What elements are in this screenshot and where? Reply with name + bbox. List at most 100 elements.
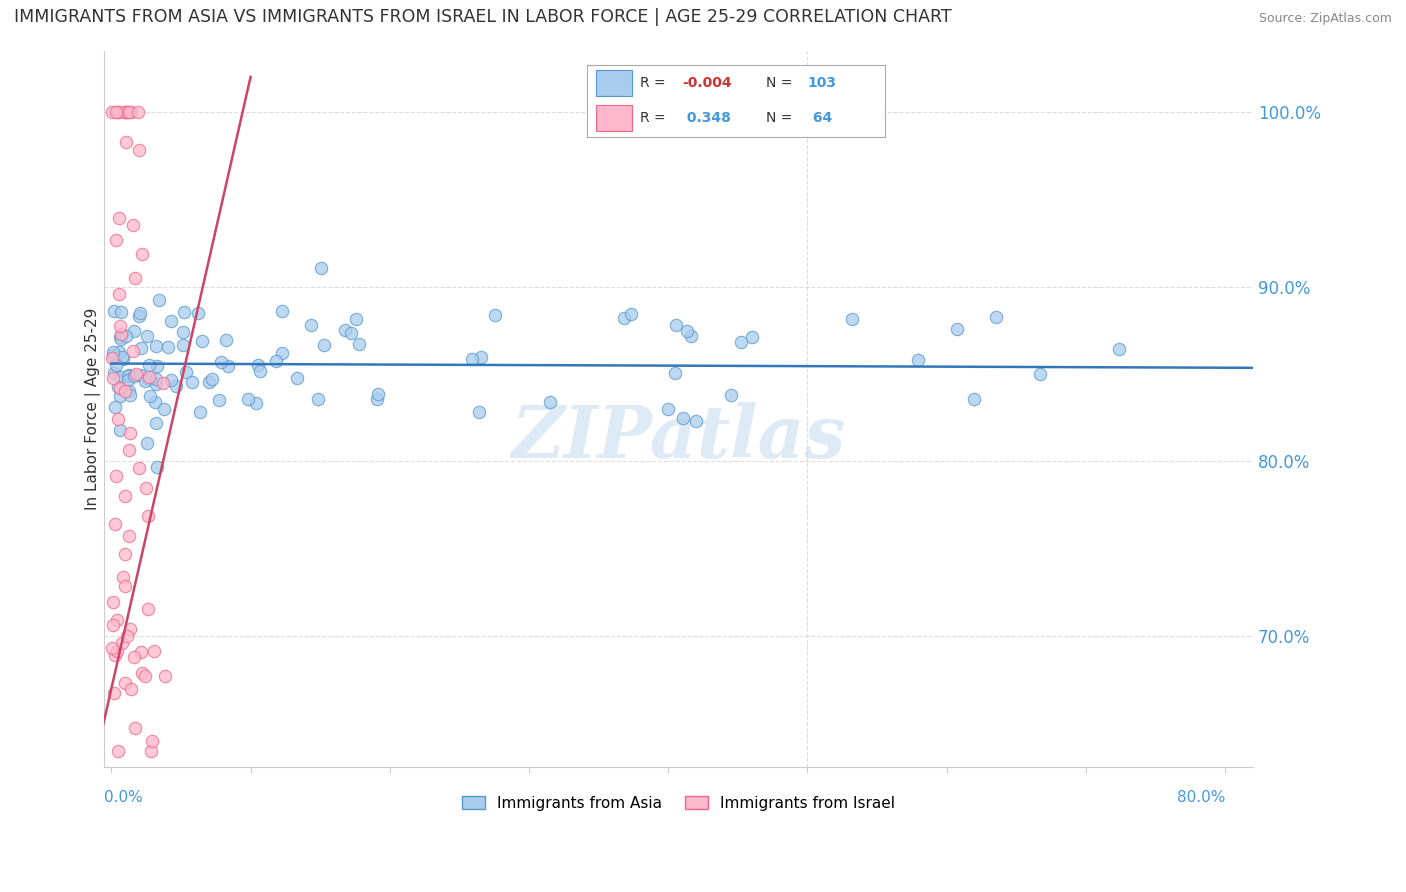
Point xyxy=(111,351,134,366)
Point xyxy=(121,104,143,119)
Point xyxy=(124,270,146,285)
Point xyxy=(299,318,322,333)
Point xyxy=(128,310,150,324)
Point xyxy=(145,416,167,430)
Point xyxy=(108,104,131,119)
Point xyxy=(103,686,125,700)
Text: 80.0%: 80.0% xyxy=(1177,790,1225,805)
Point xyxy=(136,328,159,343)
Text: ZIPatlas: ZIPatlas xyxy=(512,402,845,473)
Point xyxy=(160,314,183,328)
Point xyxy=(285,370,308,384)
Point xyxy=(264,354,287,368)
Point xyxy=(217,359,239,373)
Point xyxy=(105,104,128,119)
Point xyxy=(470,350,492,364)
Point xyxy=(108,318,131,333)
Point xyxy=(136,372,159,386)
Point xyxy=(249,364,271,378)
Point xyxy=(135,481,157,495)
Point xyxy=(105,233,128,247)
Point xyxy=(129,306,152,320)
Text: Source: ZipAtlas.com: Source: ZipAtlas.com xyxy=(1258,12,1392,25)
Point xyxy=(121,219,143,233)
Point xyxy=(128,460,150,475)
Point xyxy=(139,389,162,403)
Point xyxy=(665,318,688,332)
Point xyxy=(114,104,136,119)
Point xyxy=(118,384,141,398)
Point xyxy=(271,346,294,360)
Point xyxy=(127,104,149,119)
Point xyxy=(117,374,139,388)
Point xyxy=(118,368,141,383)
Point xyxy=(685,414,707,428)
Point xyxy=(963,392,986,406)
Point xyxy=(101,348,124,362)
Point xyxy=(367,387,389,401)
Text: 0.0%: 0.0% xyxy=(104,790,143,805)
Point xyxy=(104,517,127,532)
Point xyxy=(108,329,131,343)
Point xyxy=(103,595,125,609)
Point xyxy=(118,388,141,402)
Point xyxy=(136,508,159,523)
Y-axis label: In Labor Force | Age 25-29: In Labor Force | Age 25-29 xyxy=(86,308,101,510)
Point xyxy=(122,369,145,384)
Point xyxy=(108,389,131,403)
Point xyxy=(103,367,125,381)
Point xyxy=(103,304,125,318)
Point xyxy=(117,104,139,119)
Point xyxy=(986,310,1008,324)
Point xyxy=(841,311,863,326)
Point xyxy=(118,104,141,119)
Point xyxy=(208,393,231,408)
Point xyxy=(467,405,489,419)
Point xyxy=(153,402,176,417)
Point xyxy=(312,337,335,351)
Point xyxy=(180,375,202,389)
Point xyxy=(110,326,132,341)
Point xyxy=(340,326,363,340)
Point xyxy=(105,644,128,658)
Point xyxy=(173,304,195,318)
Point xyxy=(1108,342,1130,356)
Point xyxy=(134,375,156,389)
Point xyxy=(125,367,148,381)
Legend: Immigrants from Asia, Immigrants from Israel: Immigrants from Asia, Immigrants from Is… xyxy=(456,789,901,817)
Point xyxy=(613,311,636,326)
Point xyxy=(172,325,194,339)
Point xyxy=(270,304,292,318)
Point xyxy=(131,665,153,680)
Point xyxy=(107,412,129,426)
Point xyxy=(115,136,138,150)
Point xyxy=(120,681,142,696)
Point xyxy=(143,394,166,409)
Point xyxy=(146,460,169,475)
Point xyxy=(946,322,969,336)
Point xyxy=(664,366,686,380)
Point xyxy=(110,370,132,384)
Point xyxy=(679,328,702,343)
Point xyxy=(215,334,238,348)
Point xyxy=(100,351,122,365)
Point xyxy=(333,323,356,337)
Point xyxy=(114,104,136,119)
Point xyxy=(366,392,388,406)
Point xyxy=(131,247,153,261)
Point xyxy=(115,628,138,642)
Point xyxy=(110,332,132,346)
Point xyxy=(172,338,194,352)
Point xyxy=(114,489,136,503)
Point xyxy=(118,528,141,542)
Point xyxy=(245,396,267,410)
Point xyxy=(105,613,128,627)
Point xyxy=(188,405,211,419)
Point xyxy=(101,640,124,655)
Point xyxy=(101,371,124,385)
Point xyxy=(159,373,181,387)
Point xyxy=(110,305,132,319)
Point xyxy=(114,675,136,690)
Point xyxy=(675,325,697,339)
Point xyxy=(307,392,329,407)
